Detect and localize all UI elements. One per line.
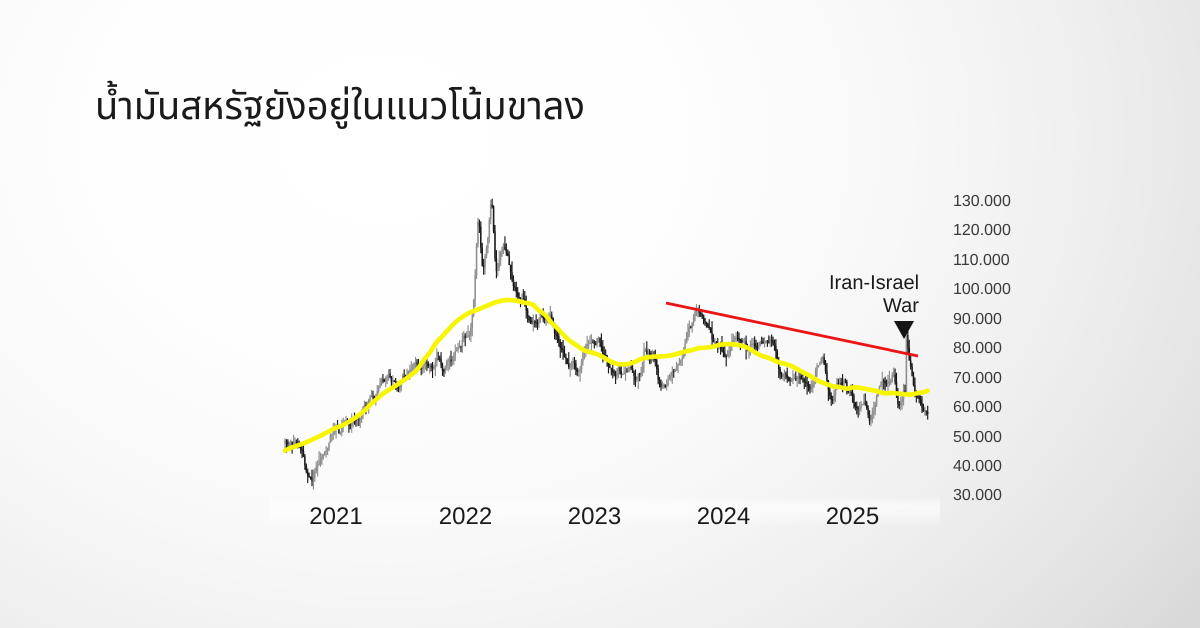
svg-text:120.000: 120.000 xyxy=(953,222,1011,239)
svg-text:90.000: 90.000 xyxy=(953,311,1002,328)
svg-text:100.000: 100.000 xyxy=(953,281,1011,298)
svg-text:60.000: 60.000 xyxy=(953,399,1002,416)
svg-text:2024: 2024 xyxy=(697,503,750,530)
svg-text:70.000: 70.000 xyxy=(953,370,1002,387)
svg-text:2025: 2025 xyxy=(826,503,879,530)
svg-text:2022: 2022 xyxy=(439,503,492,530)
svg-text:2021: 2021 xyxy=(309,503,362,530)
svg-text:50.000: 50.000 xyxy=(953,429,1002,446)
svg-text:Iran-Israel: Iran-Israel xyxy=(829,272,919,294)
svg-text:War: War xyxy=(883,295,919,317)
svg-text:130.000: 130.000 xyxy=(953,193,1011,210)
svg-text:80.000: 80.000 xyxy=(953,340,1002,357)
svg-text:40.000: 40.000 xyxy=(953,458,1002,475)
svg-text:110.000: 110.000 xyxy=(953,252,1010,269)
svg-text:30.000: 30.000 xyxy=(953,487,1002,504)
svg-text:2023: 2023 xyxy=(568,503,621,530)
